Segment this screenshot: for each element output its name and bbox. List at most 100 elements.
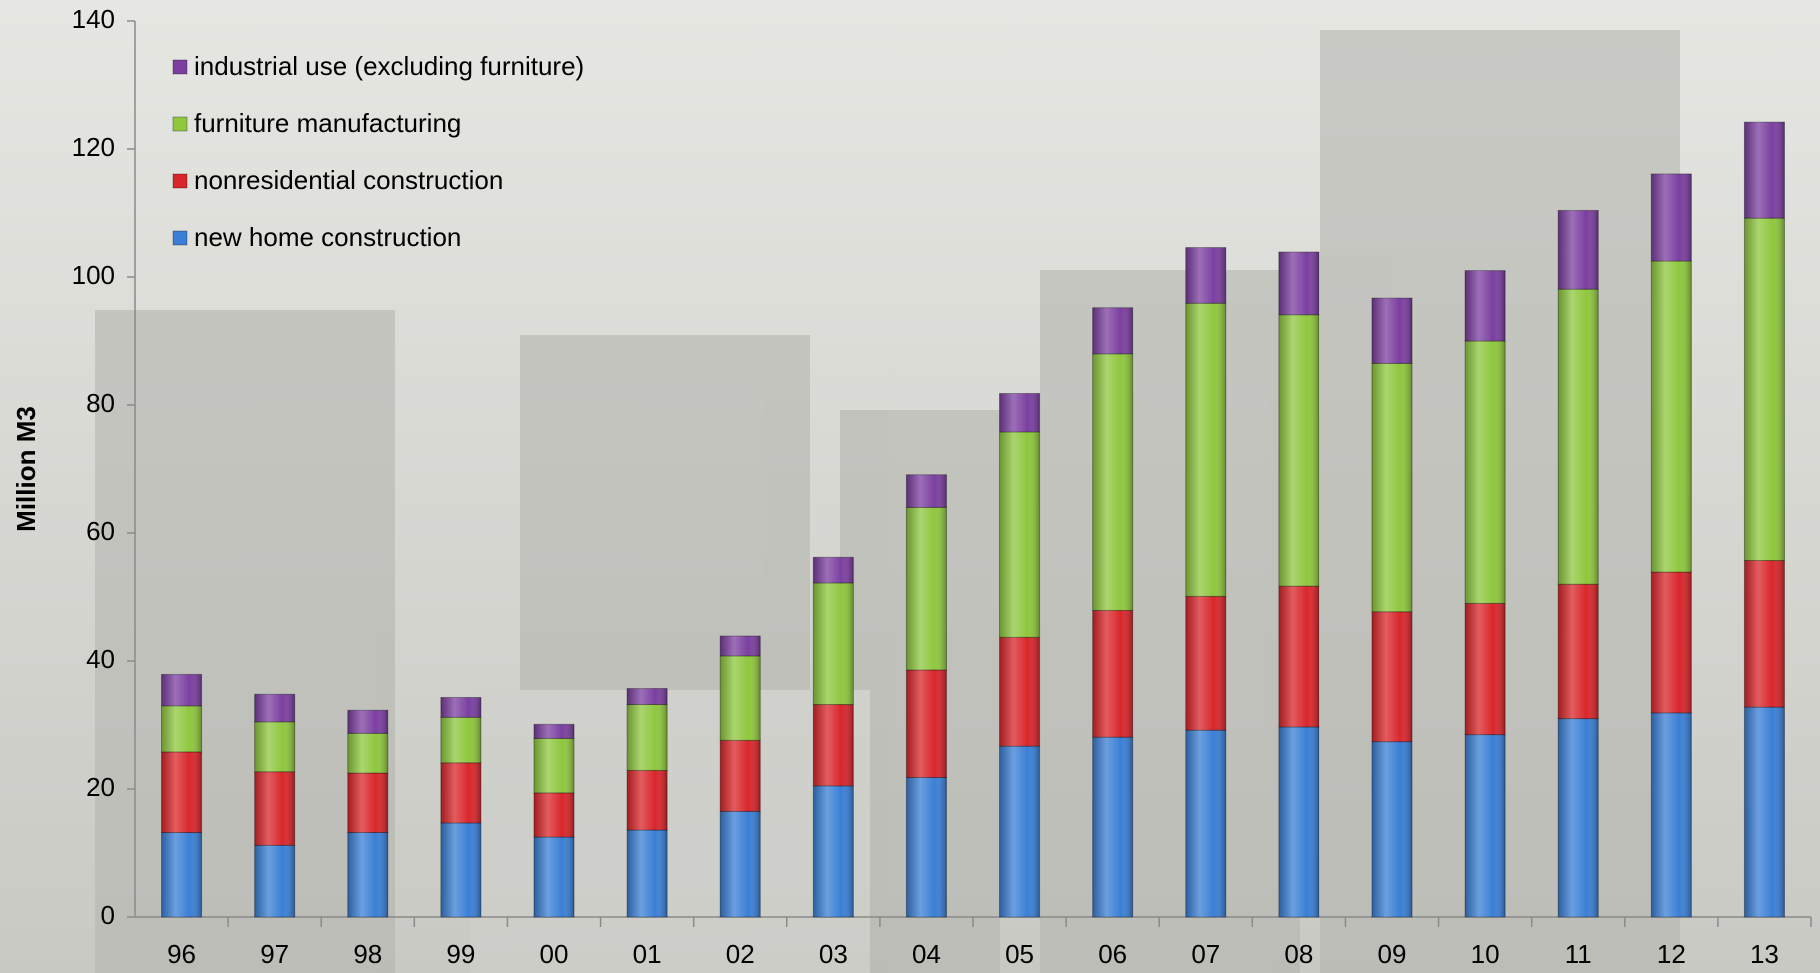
bar-shine (999, 393, 1040, 432)
bar-shine (1185, 730, 1226, 917)
bar-shine (161, 674, 202, 706)
bar-shine (1092, 307, 1133, 354)
x-tick-label: 04 (912, 939, 941, 969)
bar-shine (161, 751, 202, 833)
bar-shine (999, 746, 1040, 917)
bar-shine (813, 582, 854, 705)
y-tick-label: 140 (72, 4, 115, 34)
bar-shine (906, 507, 947, 670)
bar-shine (533, 837, 575, 917)
x-tick-label: 96 (167, 939, 196, 969)
bar-shine (627, 704, 668, 771)
bar-shine (906, 669, 947, 778)
bar-shine (254, 721, 295, 772)
y-tick-label: 0 (101, 900, 115, 930)
legend-label: furniture manufacturing (194, 108, 461, 138)
bar-shine (1278, 314, 1319, 587)
bar-shine (440, 697, 481, 718)
bar-shine (1278, 726, 1319, 917)
bar-shine (1371, 741, 1413, 917)
bar-shine (720, 636, 761, 656)
legend-swatch (172, 173, 188, 189)
y-tick-label: 120 (72, 132, 115, 162)
bar-shine (1651, 173, 1692, 261)
bar-shine (906, 777, 947, 917)
bar-shine (1465, 270, 1506, 341)
bar-shine (999, 637, 1040, 747)
bar-shine (627, 688, 668, 705)
x-tick-label: 03 (819, 939, 848, 969)
bar-shine (1278, 252, 1319, 315)
bar-shine (1558, 289, 1599, 585)
x-tick-label: 08 (1284, 939, 1313, 969)
bar-shine (347, 710, 388, 734)
bar-shine (440, 822, 481, 917)
bar-shine (533, 724, 575, 739)
x-tick-label: 00 (540, 939, 569, 969)
legend-label: industrial use (excluding furniture) (194, 51, 584, 81)
bar-shine (347, 733, 388, 773)
x-tick-label: 97 (260, 939, 289, 969)
bar-shine (1744, 122, 1785, 219)
bar-shine (1558, 210, 1599, 290)
bar-shine (813, 557, 854, 583)
x-tick-label: 07 (1191, 939, 1220, 969)
y-tick-label: 40 (86, 644, 115, 674)
bar-shine (440, 762, 481, 823)
bar-shine (1371, 298, 1413, 364)
bar-shine (1558, 584, 1599, 719)
bar-shine (1744, 707, 1785, 917)
bar-shine (254, 771, 295, 846)
bar-shine (999, 431, 1040, 638)
bar-shine (254, 694, 295, 722)
bar-shine (533, 792, 575, 837)
x-tick-label: 98 (353, 939, 382, 969)
y-tick-label: 80 (86, 388, 115, 418)
bar-shine (440, 717, 481, 763)
x-tick-label: 99 (446, 939, 475, 969)
x-tick-label: 13 (1750, 939, 1779, 969)
bar-shine (1744, 560, 1785, 708)
legend-label: nonresidential construction (194, 165, 503, 195)
bar-shine (1092, 737, 1133, 917)
legend-swatch (172, 59, 188, 75)
bar-shine (1185, 247, 1226, 304)
bar-shine (1092, 610, 1133, 738)
bar-shine (627, 770, 668, 830)
bar-shine (1651, 261, 1692, 573)
x-tick-label: 06 (1098, 939, 1127, 969)
bar-shine (720, 740, 761, 812)
bar-shine (1092, 353, 1133, 611)
bar-shine (347, 773, 388, 833)
bar-shine (1371, 363, 1413, 612)
bar-shine (1371, 611, 1413, 742)
legend-swatch (172, 230, 188, 246)
x-tick-label: 12 (1657, 939, 1686, 969)
bar-shine (813, 785, 854, 917)
legend-swatch (172, 116, 188, 132)
bar-shine (1465, 603, 1506, 735)
bar-shine (533, 738, 575, 793)
bar-shine (720, 811, 761, 917)
bar-shine (720, 655, 761, 741)
bar-shine (1278, 586, 1319, 727)
bar-shine (813, 704, 854, 786)
bar-shine (1558, 718, 1599, 917)
bar-shine (1185, 596, 1226, 731)
x-tick-label: 10 (1471, 939, 1500, 969)
x-tick-label: 11 (1565, 939, 1592, 969)
x-tick-label: 01 (633, 939, 662, 969)
legend-label: new home construction (194, 222, 461, 252)
bar-shine (1651, 712, 1692, 917)
bar-shine (347, 832, 388, 917)
bar-shine (1465, 734, 1506, 917)
bar-shine (1185, 303, 1226, 597)
bar-shine (627, 829, 668, 917)
x-tick-label: 05 (1005, 939, 1034, 969)
x-tick-label: 02 (726, 939, 755, 969)
y-axis-label: Million M3 (11, 406, 41, 532)
bar-shine (254, 845, 295, 917)
bar-shine (161, 832, 202, 917)
y-tick-label: 60 (86, 516, 115, 546)
